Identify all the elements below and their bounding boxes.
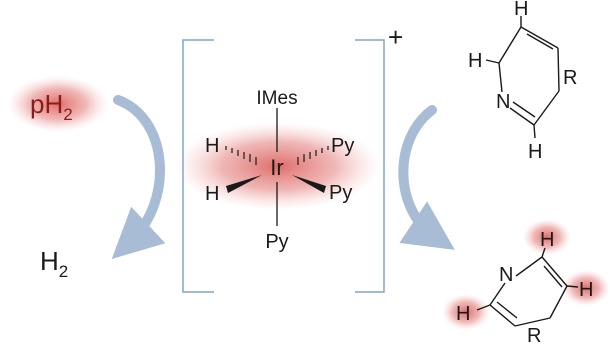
substrate-nitrogen: N [496, 91, 510, 113]
parahydrogen-label: pH2 [30, 89, 73, 124]
curved-arrow-right-icon [398, 105, 455, 250]
right-bracket [355, 39, 385, 293]
substrate-pyridine [485, 16, 560, 139]
product-glow-h-top [523, 219, 571, 255]
complex-glow [175, 122, 381, 210]
pyridine-upper: Py [331, 135, 354, 157]
bond-ir-py-lower [292, 175, 326, 193]
bond-ir-py-upper [297, 146, 329, 165]
product-r-group: R [527, 325, 541, 344]
substrate-r-group: R [563, 67, 577, 89]
complex-charge: + [388, 22, 403, 52]
parahydrogen-glow [8, 76, 108, 132]
bond-ir-h-lower [226, 175, 262, 193]
parahydrogen-group: pH2 [8, 76, 108, 132]
product-h-right: H [579, 279, 593, 301]
hydrogen-base: H [40, 246, 59, 276]
hydrogen-label: H2 [40, 246, 68, 281]
substrate-h-bottom: H [528, 141, 542, 163]
axial-bottom-ligand: Py [265, 231, 288, 253]
substrate-h-left: H [468, 50, 482, 72]
product-pyridine [476, 247, 579, 327]
pyridine-lower: Py [329, 182, 352, 204]
product-h-left: H [456, 303, 470, 325]
product-nitrogen: N [499, 264, 513, 286]
product-glow-h-left [442, 294, 490, 330]
product-h-top: H [540, 229, 554, 251]
substrate-h-top: H [514, 0, 528, 20]
parahydrogen-base: pH [30, 89, 63, 119]
parahydrogen-sub: 2 [63, 105, 72, 124]
bond-ir-h-upper [225, 146, 257, 165]
metal-center: Ir [270, 155, 283, 180]
hydrogen-sub: 2 [59, 262, 68, 281]
hydride-lower: H [205, 183, 219, 205]
product-glow-h-right [562, 270, 610, 306]
hydride-upper: H [205, 135, 219, 157]
axial-top-ligand: IMes [256, 88, 297, 109]
iridium-complex: + IMes Ir Py H H P [175, 22, 403, 293]
curved-arrow-left-icon [111, 95, 166, 260]
